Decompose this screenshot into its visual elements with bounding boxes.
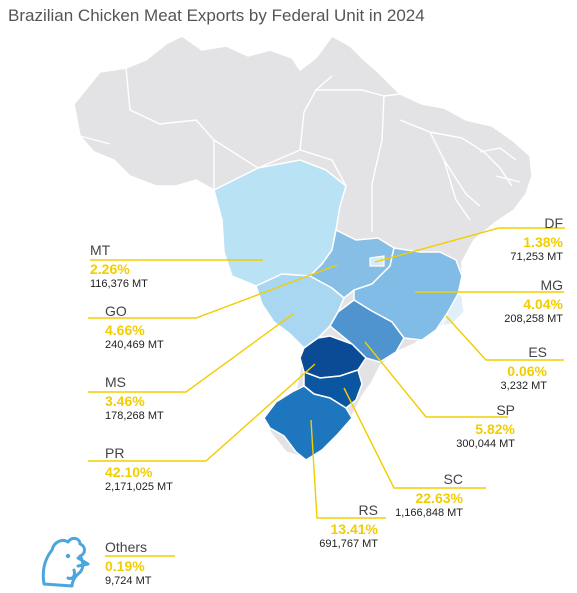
label-mg: MG 4.04% 208,258 MT: [504, 278, 563, 325]
state-share: 3.46%: [105, 393, 145, 409]
state-share: 1.38%: [523, 234, 563, 250]
label-others: Others 0.19% 9,724 MT: [105, 540, 151, 587]
state-name: SP: [496, 402, 515, 418]
leader-line-sc: [343, 387, 486, 489]
label-rs: RS 13.41% 691,767 MT: [319, 503, 378, 550]
leader-lines: [88, 227, 565, 557]
state-volume: 300,044 MT: [456, 438, 515, 450]
state-volume: 691,767 MT: [319, 538, 378, 550]
state-volume: 3,232 MT: [500, 380, 547, 392]
state-share: 4.04%: [523, 296, 563, 312]
label-pr: PR 42.10% 2,171,025 MT: [105, 446, 173, 493]
leader-line-go: [88, 264, 338, 319]
state-name: MT: [90, 242, 111, 258]
state-share: 22.63%: [415, 490, 463, 506]
leader-line-sp: [364, 341, 508, 418]
state-volume: 178,268 MT: [105, 410, 164, 422]
state-share: 13.41%: [330, 521, 378, 537]
state-name: MS: [105, 374, 126, 390]
state-share: 2.26%: [90, 261, 130, 277]
chicken-head-icon: [41, 536, 90, 588]
leader-line-pr: [88, 363, 316, 462]
state-share: 5.82%: [475, 421, 515, 437]
others-volume: 9,724 MT: [105, 575, 152, 587]
label-es: ES 0.06% 3,232 MT: [501, 345, 547, 392]
label-go: GO 4.66% 240,469 MT: [105, 304, 164, 351]
state-name: RS: [358, 502, 378, 518]
state-volume: 208,258 MT: [504, 313, 563, 325]
label-sp: SP 5.82% 300,044 MT: [456, 403, 515, 450]
state-volume: 240,469 MT: [105, 339, 164, 351]
state-share: 42.10%: [105, 464, 153, 480]
others-name: Others: [105, 539, 148, 555]
label-mt: MT 2.26% 116,376 MT: [90, 243, 148, 290]
others-share: 0.19%: [105, 558, 145, 574]
state-name: SC: [443, 471, 463, 487]
leader-line-es: [445, 315, 564, 361]
state-name: MG: [540, 277, 563, 293]
state-share: 4.66%: [105, 322, 145, 338]
label-sc: SC 22.63% 1,166,848 MT: [395, 472, 463, 519]
state-name: PR: [105, 445, 125, 461]
state-volume: 2,171,025 MT: [105, 481, 173, 493]
leader-line-ms: [88, 313, 294, 393]
state-volume: 1,166,848 MT: [395, 507, 463, 519]
state-borders: [79, 67, 521, 232]
label-ms: MS 3.46% 178,268 MT: [105, 375, 164, 422]
state-name: DF: [544, 215, 563, 231]
map-title: Brazilian Chicken Meat Exports by Federa…: [8, 6, 425, 25]
label-df: DF 1.38% 71,253 MT: [510, 216, 563, 263]
leader-line-rs: [310, 419, 386, 519]
state-share: 0.06%: [507, 363, 547, 379]
state-name: GO: [105, 303, 127, 319]
state-volume: 116,376 MT: [90, 278, 148, 290]
state-name: ES: [528, 344, 547, 360]
state-rs: [263, 385, 353, 461]
leader-line-df: [374, 227, 565, 263]
state-volume: 71,253 MT: [510, 251, 563, 263]
